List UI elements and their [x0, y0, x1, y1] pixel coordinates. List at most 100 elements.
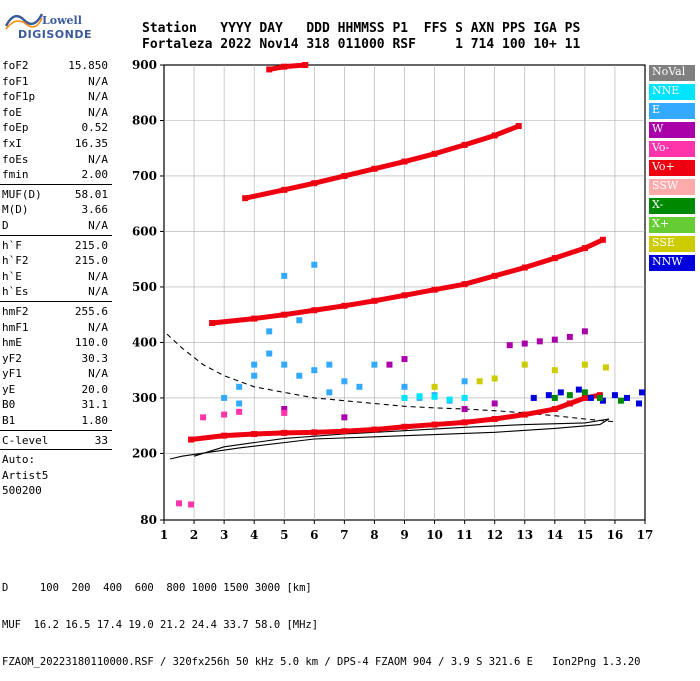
param-row: hmE 110.0 — [0, 335, 112, 351]
footer-distance-row: D 100 200 400 600 800 1000 1500 3000 [km… — [2, 582, 312, 594]
echo-point — [587, 394, 594, 401]
echo-trace — [494, 265, 526, 279]
param-label: C-level — [2, 433, 49, 447]
param-label: MUF(D) — [2, 187, 42, 201]
param-value: 15.850 — [68, 59, 108, 72]
echo-trace — [404, 422, 435, 430]
param-row: C-level 33 — [0, 433, 112, 449]
echo-point — [566, 333, 573, 340]
y-tick-label: 700 — [132, 169, 157, 183]
lowell-digisonde-logo: Lowell DIGISONDE — [4, 6, 104, 42]
param-label: yF2 — [2, 351, 22, 365]
x-tick-label: 3 — [220, 528, 228, 542]
param-row: foF2 15.850 — [0, 58, 112, 74]
param-value: N/A — [88, 367, 108, 381]
echo-trace — [313, 173, 345, 186]
echo-trace — [373, 159, 406, 172]
param-label: B0 — [2, 398, 16, 412]
x-tick-label: 6 — [310, 528, 318, 542]
param-label: hmF1 — [2, 320, 29, 334]
echo-point — [515, 123, 522, 130]
x-tick-label: 11 — [456, 528, 473, 542]
echo-point — [461, 406, 468, 413]
echo-point — [545, 392, 552, 399]
profile-curve-dashed — [166, 333, 615, 423]
header-values: Fortaleza 2022 Nov14 318 011000 RSF 1 71… — [142, 37, 581, 52]
echo-point — [491, 375, 498, 382]
param-label: D — [2, 218, 9, 232]
param-value: N/A — [88, 269, 108, 283]
echo-point — [617, 397, 624, 404]
echo-point — [221, 411, 228, 418]
echo-trace — [343, 166, 376, 179]
echo-point — [431, 383, 438, 390]
param-row: M(D) 3.66 — [0, 202, 112, 218]
echo-point — [566, 392, 573, 399]
echo-point — [461, 378, 468, 385]
param-label: foF2 — [2, 59, 29, 72]
param-value: 58.01 — [74, 187, 108, 201]
x-tick-label: 5 — [280, 528, 288, 542]
echo-point — [521, 361, 528, 368]
param-row: yF1 N/A — [0, 366, 112, 382]
echo-point — [416, 393, 423, 400]
param-row: MUF(D) 58.01 — [0, 187, 112, 203]
param-value: 2.00 — [81, 168, 109, 182]
param-label: hmE — [2, 336, 22, 350]
echo-point — [326, 361, 333, 368]
y-tick-label: 400 — [132, 335, 157, 349]
legend-item: NNE — [649, 84, 695, 100]
x-tick-label: 16 — [607, 528, 624, 542]
echo-point — [281, 272, 288, 279]
y-tick-label: 900 — [132, 58, 157, 72]
echo-point — [623, 394, 630, 401]
param-label: fmin — [2, 168, 29, 182]
echo-point — [575, 386, 582, 393]
param-divider — [0, 449, 112, 451]
param-divider — [0, 429, 112, 431]
legend-item: E — [649, 103, 695, 119]
echo-point — [431, 393, 438, 400]
echo-point — [326, 389, 333, 396]
echo-trace — [211, 316, 255, 326]
echo-point — [251, 372, 258, 379]
wave-icon — [4, 13, 44, 30]
echo-point — [176, 500, 183, 507]
echo-point — [386, 361, 393, 368]
param-value: N/A — [88, 74, 108, 88]
param-label: h`F — [2, 238, 22, 252]
echo-point — [596, 394, 603, 401]
param-value: N/A — [88, 90, 108, 104]
param-label: hmF2 — [2, 304, 29, 318]
param-label: B1 — [2, 414, 16, 428]
echo-trace — [433, 142, 466, 157]
echo-trace — [283, 180, 315, 193]
param-row: foEp 0.52 — [0, 120, 112, 136]
echo-point — [611, 392, 618, 399]
param-row: hmF1 N/A — [0, 320, 112, 336]
param-row: h`F 215.0 — [0, 238, 112, 254]
param-row: fxI 16.35 — [0, 136, 112, 152]
param-value: 0.52 — [81, 121, 109, 135]
echo-trace — [343, 298, 375, 309]
x-tick-label: 7 — [340, 528, 348, 542]
echo-point — [581, 389, 588, 396]
echo-trace — [524, 406, 556, 418]
echo-point — [200, 414, 207, 421]
echo-point — [557, 389, 564, 396]
footer-file-info: FZAOM_20223180110000.RSF / 320fx256h 50 … — [2, 656, 641, 668]
param-row: D N/A — [0, 218, 112, 234]
param-label: h`F2 — [2, 254, 29, 268]
param-value: 20.0 — [81, 382, 109, 396]
param-value: N/A — [88, 152, 108, 166]
echo-point — [266, 350, 273, 357]
param-value: 3.66 — [81, 203, 109, 217]
param-divider — [0, 234, 112, 236]
legend-item: NoVal — [649, 65, 695, 81]
echo-trace — [344, 427, 375, 434]
param-value: 255.6 — [74, 304, 108, 318]
param-value: N/A — [88, 320, 108, 334]
logo-line2: DIGISONDE — [18, 28, 92, 41]
param-row: h`E N/A — [0, 269, 112, 285]
echo-point — [341, 378, 348, 385]
